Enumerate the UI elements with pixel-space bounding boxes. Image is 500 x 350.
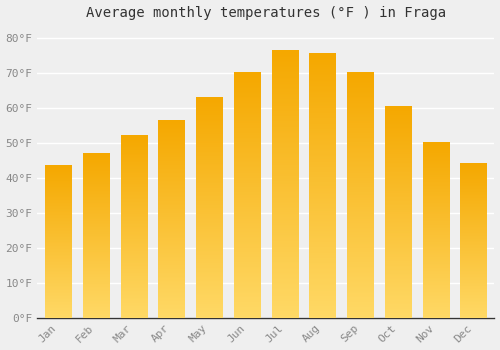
- Title: Average monthly temperatures (°F ) in Fraga: Average monthly temperatures (°F ) in Fr…: [86, 6, 446, 20]
